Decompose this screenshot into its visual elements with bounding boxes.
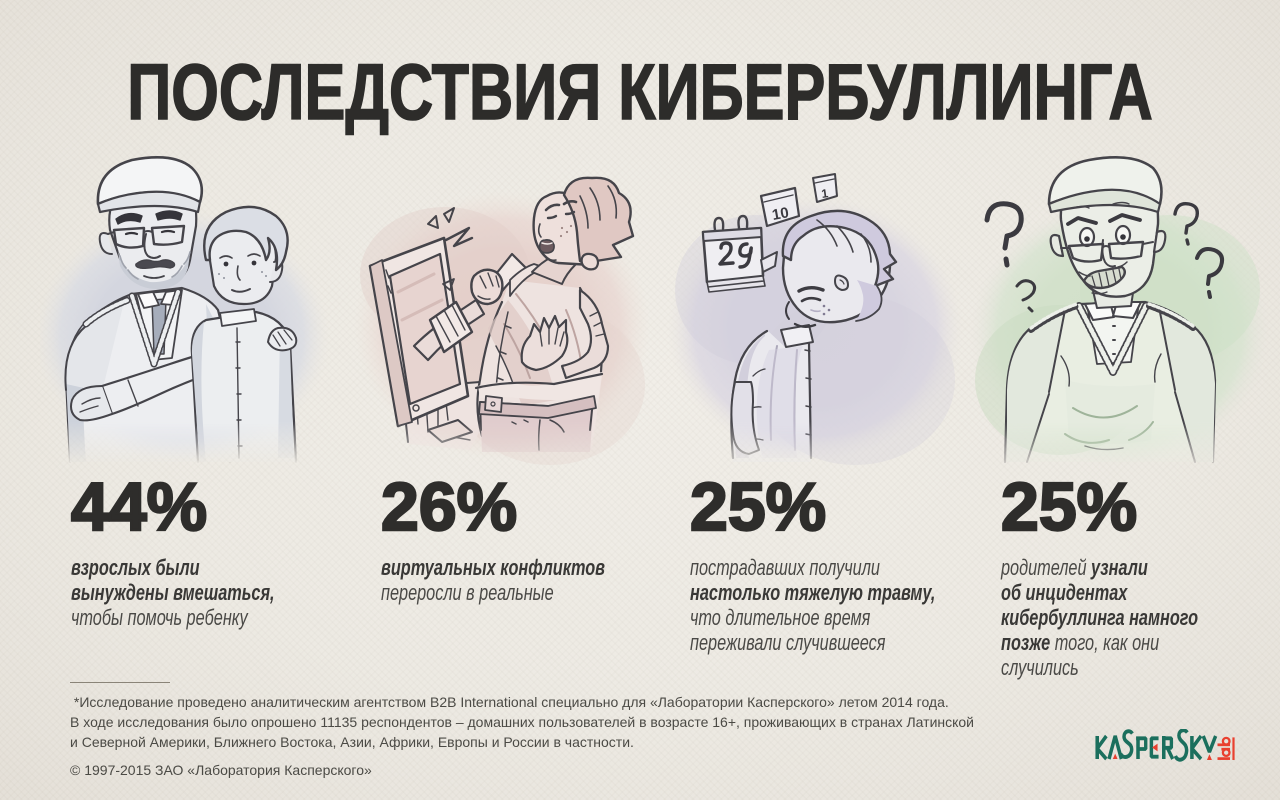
svg-text:10: 10 [771, 204, 790, 224]
svg-text:1: 1 [820, 186, 829, 201]
